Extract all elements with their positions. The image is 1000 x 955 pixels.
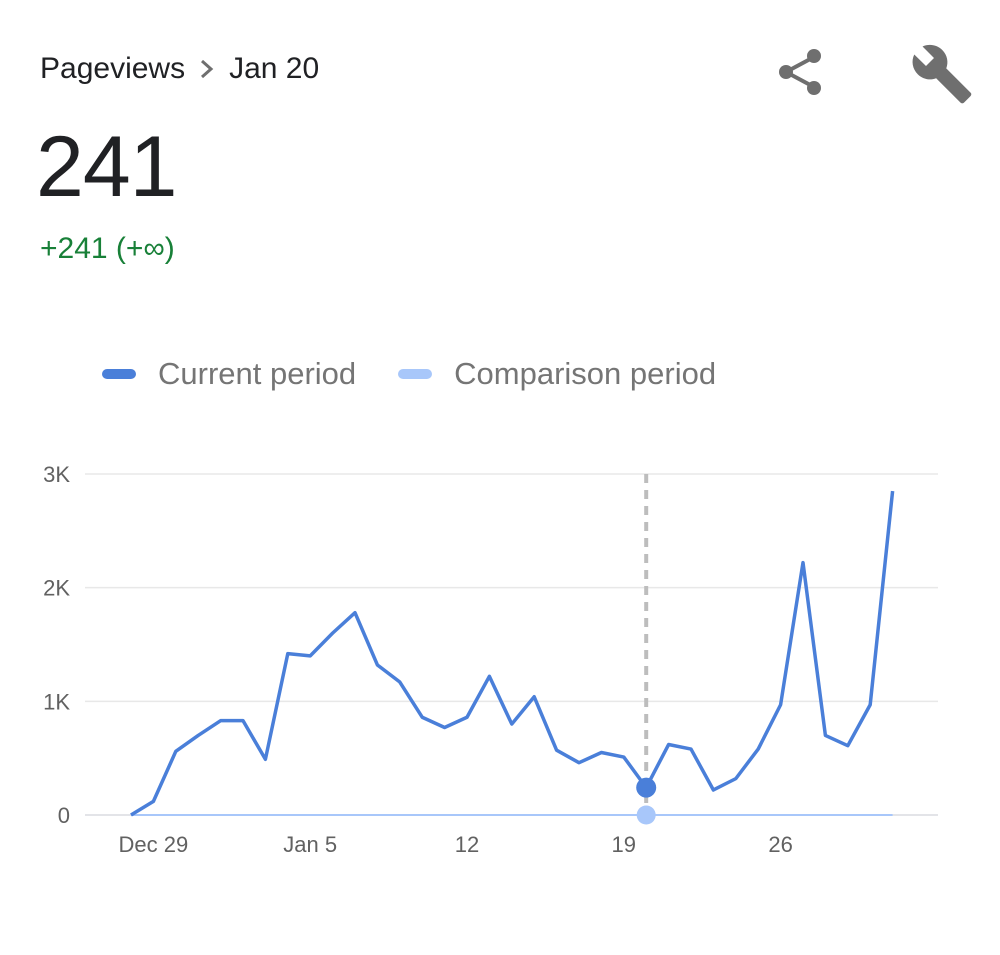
y-tick-label: 2K: [43, 576, 70, 601]
chart-legend: Current period Comparison period: [102, 356, 758, 392]
x-tick-label: 19: [612, 832, 636, 857]
wrench-icon[interactable]: [910, 42, 974, 106]
legend-label-current: Current period: [158, 356, 357, 391]
legend-item-current[interactable]: Current period: [102, 356, 356, 392]
series-line-current: [130, 490, 895, 817]
y-tick-label: 3K: [43, 462, 70, 487]
y-tick-label: 1K: [43, 689, 70, 714]
highlight-point-comparison: [636, 805, 656, 825]
legend-label-comparison: Comparison period: [454, 356, 717, 391]
x-tick-label: 12: [455, 832, 479, 857]
legend-swatch-comparison: [398, 369, 433, 379]
breadcrumb: Pageviews Jan 20: [40, 52, 319, 86]
highlight-point-current: [636, 777, 657, 798]
x-tick-label: Dec 29: [119, 832, 189, 857]
chevron-right-icon: [199, 58, 215, 80]
metric-delta: +241 (+∞): [40, 232, 175, 265]
breadcrumb-metric[interactable]: Pageviews: [40, 52, 186, 85]
x-tick-label: Jan 5: [283, 832, 337, 857]
x-tick-label: 26: [768, 832, 792, 857]
metric-value: 241: [36, 119, 177, 215]
line-chart[interactable]: 0 1K 2K 3K Dec 29 Jan 5 12 19 26: [0, 440, 1000, 880]
breadcrumb-date: Jan 20: [229, 52, 320, 85]
y-tick-label: 0: [58, 803, 70, 828]
legend-swatch-current: [102, 369, 136, 379]
legend-item-comparison[interactable]: Comparison period: [398, 356, 716, 392]
share-icon[interactable]: [772, 44, 828, 100]
